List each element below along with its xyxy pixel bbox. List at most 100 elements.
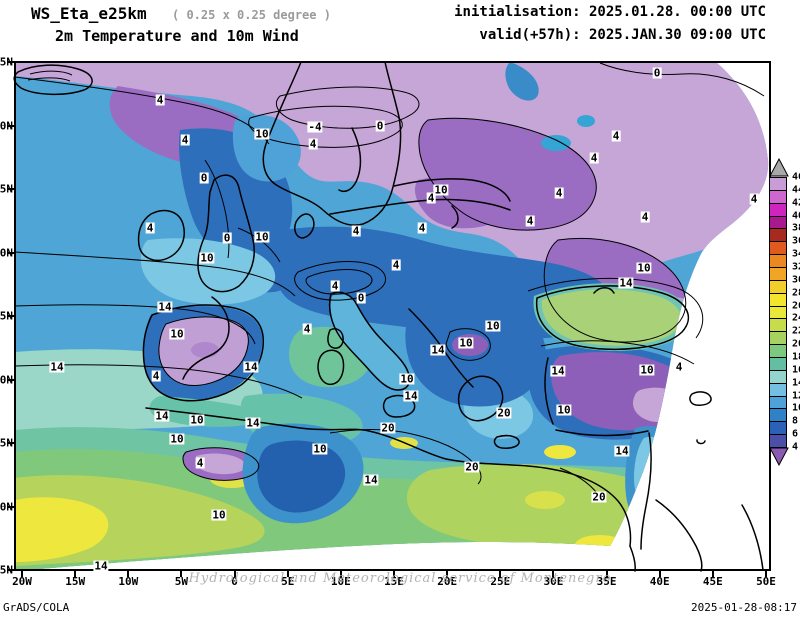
lat-tick [7,315,15,317]
contour-label: 20 [464,460,480,474]
contour-label: 10 [254,127,270,141]
contour-label: 4 [151,369,161,383]
lon-tick [127,570,130,577]
lat-tick [7,505,15,508]
colorbar-segment [769,421,787,435]
colorbar-tick-label: 22 [792,325,800,337]
colorbar-tick-label: 42 [792,197,800,209]
contour-label: 14 [245,416,261,430]
colorbar-segment [769,370,787,384]
colorbar-segment [769,267,787,281]
colorbar-tick-label: 14 [792,377,800,389]
grads-credit: GrADS/COLA [3,601,70,614]
colorbar-tick-label: 24 [792,312,800,324]
contour-label: 4 [611,129,621,143]
lat-tick-label: 45N [0,309,13,323]
contour-label: 10 [312,442,328,456]
lat-tick-label: 65N [0,55,13,69]
contour-label: 10 [556,403,572,417]
lat-tick-label: 25N [0,563,13,577]
lat-tick-label: 30N [0,500,13,513]
contour-label: 4 [351,224,361,238]
contour-label: 14 [93,559,109,573]
lon-tick [74,570,77,577]
lon-tick-label: 30E [543,575,564,588]
colorbar-segment [769,331,787,345]
lon-tick-label: 50E [756,575,776,588]
contour-label: 4 [155,93,165,107]
lon-tick-label: 45E [702,575,723,588]
contour-label: 4 [391,258,401,272]
contour-label: 4 [426,191,436,205]
colorbar-segment [769,241,787,255]
colorbar-segment [769,254,787,268]
contour-label: 10 [189,413,205,427]
contour-label: -4 [307,120,323,134]
contour-label: 10 [485,319,501,333]
lon-tick-label: 10E [330,575,351,588]
colorbar-segment [769,293,787,307]
contour-label: 0 [199,171,209,185]
model-name: WS_Eta_e25km [31,4,147,23]
valid-time: valid(+57h): 2025.JAN.30 09:00 UTC [479,27,766,43]
lat-tick [7,188,15,190]
contour-label: 20 [380,421,396,435]
lon-tick [552,570,555,577]
contour-label: 0 [356,291,366,305]
lat-tick-label: 40N [0,373,13,386]
colorbar-tick-label: 36 [792,235,800,247]
contour-label: 14 [157,300,173,314]
lon-tick-label: 25E [490,575,511,588]
contour-label: 0 [652,66,662,80]
contour-label: 4 [674,360,684,374]
colorbar-segment [769,203,787,217]
colorbar-tick-label: 18 [792,351,800,363]
contour-label: 10 [211,508,227,522]
lon-tick [446,570,449,577]
contour-label: 10 [399,372,415,386]
lat-tick [7,124,15,127]
lon-tick-label: 5W [174,575,189,588]
creation-timestamp: 2025-01-28-08:17 [691,601,797,614]
colorbar-segment [769,280,787,294]
colorbar-tick-label: 30 [792,274,800,286]
contour-label: 10 [433,183,449,197]
coastlines [13,61,764,572]
lon-tick-label: 20E [437,575,458,588]
lon-tick [658,570,661,577]
contour-label: 14 [618,276,634,290]
lon-tick-label: 20W [12,575,32,588]
grid-resolution: ( 0.25 x 0.25 degree ) [172,8,331,22]
colorbar-segment [769,383,787,397]
lon-tick [393,570,395,577]
contour-label: 4 [749,192,759,206]
colorbar-tick-label: 12 [792,390,800,402]
lat-tick [7,442,15,444]
lon-tick-label: 0 [231,575,238,588]
lat-tick [7,378,15,381]
colorbar-tick-label: 44 [792,184,800,196]
colorbar-tick-label: 38 [792,222,800,234]
contour-label: 4 [589,151,599,165]
lat-tick [7,251,15,254]
contour-label: 14 [430,343,446,357]
contour-label: 4 [180,133,190,147]
colorbar-tick-label: 28 [792,287,800,299]
colorbar-segment [769,190,787,204]
contour-label: 4 [554,186,564,200]
contour-label: 10 [458,336,474,350]
lat-tick-label: 35N [0,436,13,450]
contour-label: 10 [636,261,652,275]
contour-label: 4 [330,279,340,293]
colorbar-tick-label: 6 [792,428,799,440]
contour-label: 4 [417,221,427,235]
colorbar-tick-label: 26 [792,300,800,312]
contour-label: 4 [308,137,318,151]
initialisation-time: initialisation: 2025.01.28. 00:00 UTC [454,4,766,20]
contour-label: 14 [49,360,65,374]
lon-tick [605,570,608,577]
lat-tick [7,569,15,571]
colorbar-tick-label: 4 [792,441,799,453]
